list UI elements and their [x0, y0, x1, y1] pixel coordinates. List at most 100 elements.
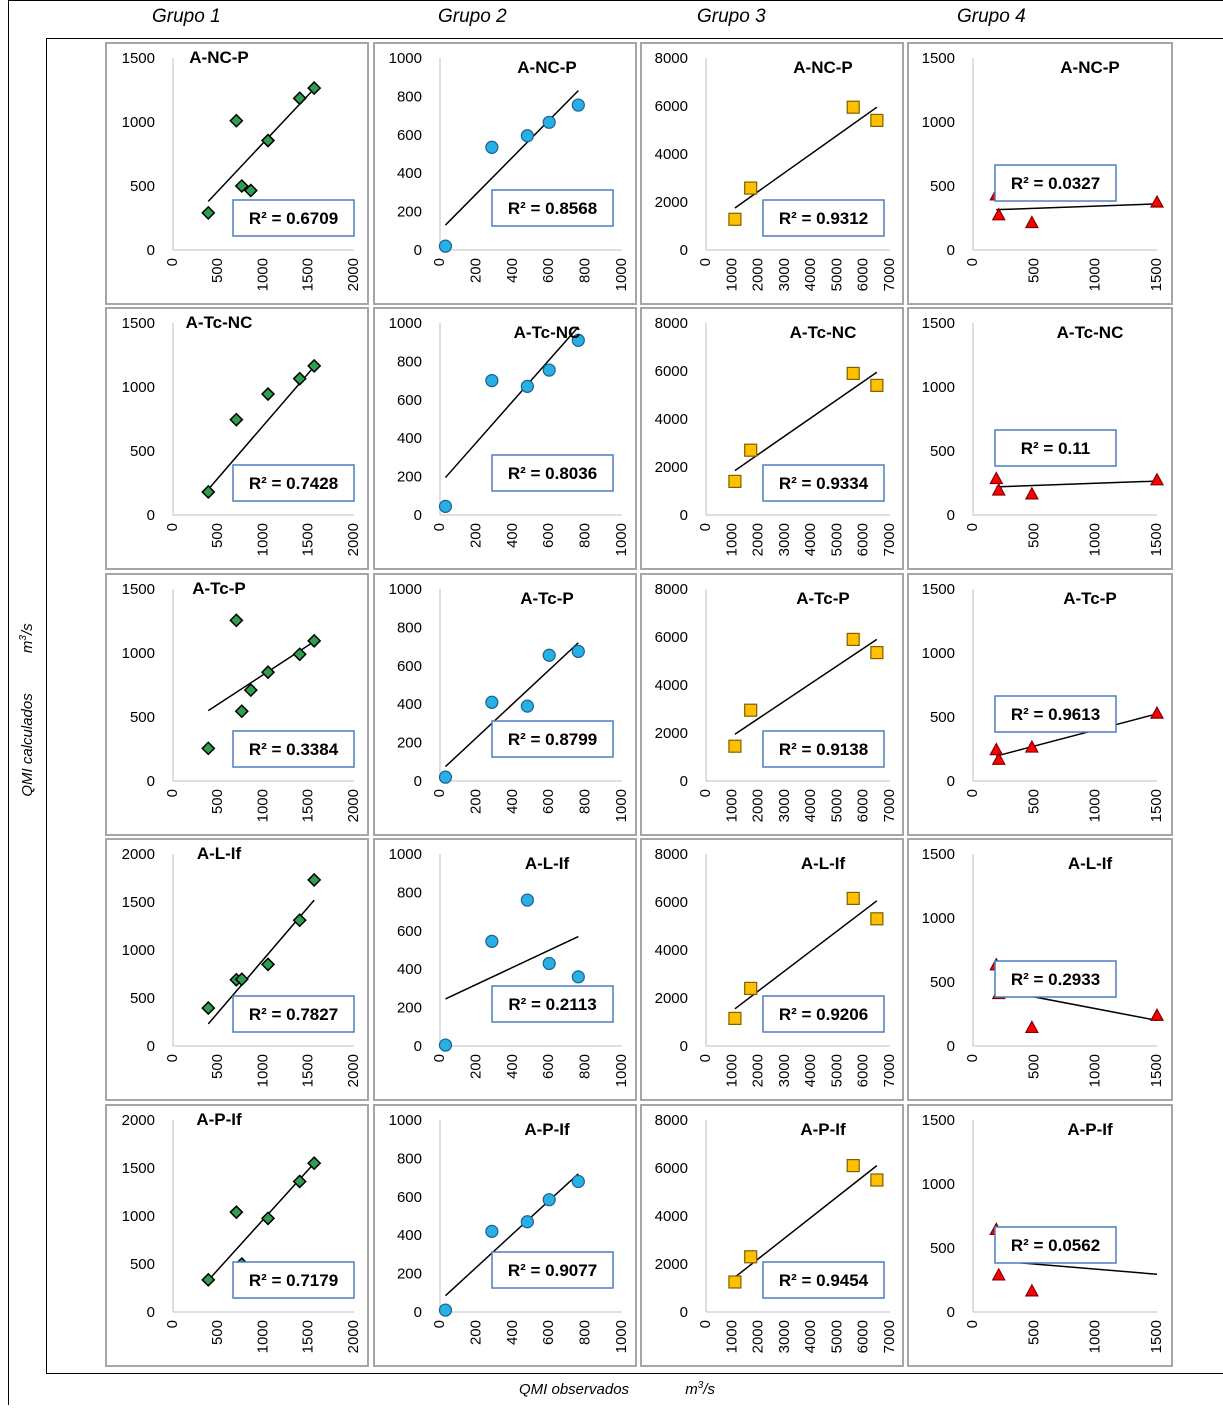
chart-area-border	[105, 838, 369, 1101]
data-point	[846, 891, 860, 906]
data-point	[260, 386, 276, 402]
x-tick-label: 0	[697, 789, 714, 797]
panel-title: A-Tc-P	[192, 579, 246, 598]
y-tick-label: 0	[414, 507, 422, 524]
data-point	[1024, 1283, 1039, 1297]
y-tick-label: 200	[397, 735, 422, 752]
x-tick-label: 5000	[828, 1320, 845, 1353]
y-tick-label: 0	[147, 1038, 155, 1055]
y-tick-label: 0	[947, 1038, 955, 1055]
x-tick-label: 1000	[613, 258, 630, 291]
y-tick-label: 400	[397, 961, 422, 978]
data-point	[438, 239, 453, 253]
y-tick-label: 2000	[655, 459, 688, 476]
data-point	[870, 113, 884, 128]
y-tick-label: 0	[947, 1304, 955, 1321]
x-tick-label: 3000	[776, 1054, 793, 1087]
data-point	[542, 648, 556, 662]
y-tick-label: 600	[397, 658, 422, 675]
panel-title: A-Tc-NC	[514, 323, 581, 342]
data-point	[307, 81, 322, 96]
r-squared-label: R² = 0.9206	[779, 1005, 868, 1024]
y-tick-label: 1500	[922, 50, 955, 67]
data-point	[1149, 472, 1165, 486]
x-tick-label: 6000	[855, 258, 872, 291]
y-tick-label: 4000	[655, 677, 688, 694]
x-tick-label: 1000	[613, 1054, 630, 1087]
x-tick-label: 400	[504, 789, 521, 814]
x-tick-label: 1000	[723, 258, 740, 291]
r-squared-label: R² = 0.8568	[508, 199, 597, 218]
data-point	[520, 1215, 534, 1229]
r-squared-box	[994, 960, 1117, 998]
y-tick-label: 1000	[922, 114, 955, 131]
panel-title: A-Tc-NC	[790, 323, 857, 342]
chart-panel: 0 200 400 600 800 1000 0 200 400 600 800 1000 A-L-If…	[373, 838, 637, 1101]
y-tick-label: 400	[397, 430, 422, 447]
r-squared-box	[994, 429, 1117, 467]
x-tick-label: 0	[431, 523, 448, 531]
y-tick-label: 2000	[122, 1112, 155, 1129]
data-point	[234, 178, 249, 194]
r-squared-label: R² = 0.7179	[249, 1271, 338, 1290]
y-tick-label: 1000	[122, 1208, 155, 1225]
data-point	[307, 1156, 322, 1171]
data-point	[520, 893, 534, 907]
data-point	[989, 471, 1004, 485]
y-tick-label: 6000	[655, 1160, 688, 1177]
data-point	[728, 212, 742, 226]
x-tick-label: 0	[697, 1320, 714, 1328]
data-point	[485, 934, 499, 948]
x-tick-label: 2000	[345, 1320, 362, 1353]
y-tick-label: 1000	[922, 379, 955, 396]
x-tick-label: 800	[577, 789, 594, 814]
x-tick-label: 1000	[254, 1320, 271, 1353]
y-tick-label: 1500	[122, 1160, 155, 1177]
x-tick-label: 400	[504, 1054, 521, 1079]
y-tick-label: 4000	[655, 942, 688, 959]
r-squared-box	[232, 199, 355, 237]
panel-title: A-Tc-P	[1063, 589, 1117, 608]
x-tick-label: 2000	[750, 523, 767, 556]
x-tick-label: 4000	[802, 523, 819, 556]
r-squared-label: R² = 0.11	[1021, 439, 1090, 458]
data-point	[870, 645, 884, 660]
data-point	[201, 741, 216, 756]
r-squared-label: R² = 0.8036	[508, 464, 597, 483]
data-point	[229, 412, 244, 427]
chart-area-border	[373, 573, 637, 836]
x-tick-label: 600	[540, 1054, 557, 1079]
chart-area-border	[640, 838, 904, 1101]
data-point	[438, 1303, 453, 1317]
data-point	[229, 613, 244, 628]
r-squared-box	[762, 1261, 885, 1299]
data-point	[520, 699, 534, 713]
chart-panel: 0 2000 4000 6000 8000 0 1000 2000 3000 4000 5000 60…	[640, 42, 904, 305]
y-tick-label: 4000	[655, 146, 688, 163]
chart-panel: 0 200 400 600 800 1000 0 200 400 600 800 1000 A-Tc-P…	[373, 573, 637, 836]
y-tick-label: 200	[397, 1266, 422, 1283]
x-tick-label: 2000	[345, 523, 362, 556]
y-tick-label: 2000	[655, 1256, 688, 1273]
panel-title: A-L-If	[197, 844, 242, 863]
x-tick-label: 1500	[300, 258, 317, 291]
y-tick-label: 8000	[655, 1112, 688, 1129]
y-tick-label: 2000	[122, 846, 155, 863]
x-tick-label: 800	[577, 258, 594, 283]
data-point	[1024, 739, 1039, 753]
x-tick-label: 6000	[855, 523, 872, 556]
r-squared-box	[491, 454, 614, 492]
r-squared-label: R² = 0.9077	[508, 1261, 597, 1280]
x-tick-label: 200	[467, 258, 484, 283]
r-squared-box	[762, 995, 885, 1033]
x-tick-label: 0	[164, 523, 181, 531]
panel-title: A-Tc-P	[520, 589, 574, 608]
data-point	[520, 129, 534, 143]
data-point	[485, 1224, 499, 1238]
y-tick-label: 400	[397, 696, 422, 713]
chart-area-border	[105, 42, 369, 305]
y-tick-label: 2000	[655, 725, 688, 742]
r-squared-label: R² = 0.6709	[249, 209, 338, 228]
chart-area-border	[105, 307, 369, 570]
y-tick-label: 1000	[389, 581, 422, 598]
